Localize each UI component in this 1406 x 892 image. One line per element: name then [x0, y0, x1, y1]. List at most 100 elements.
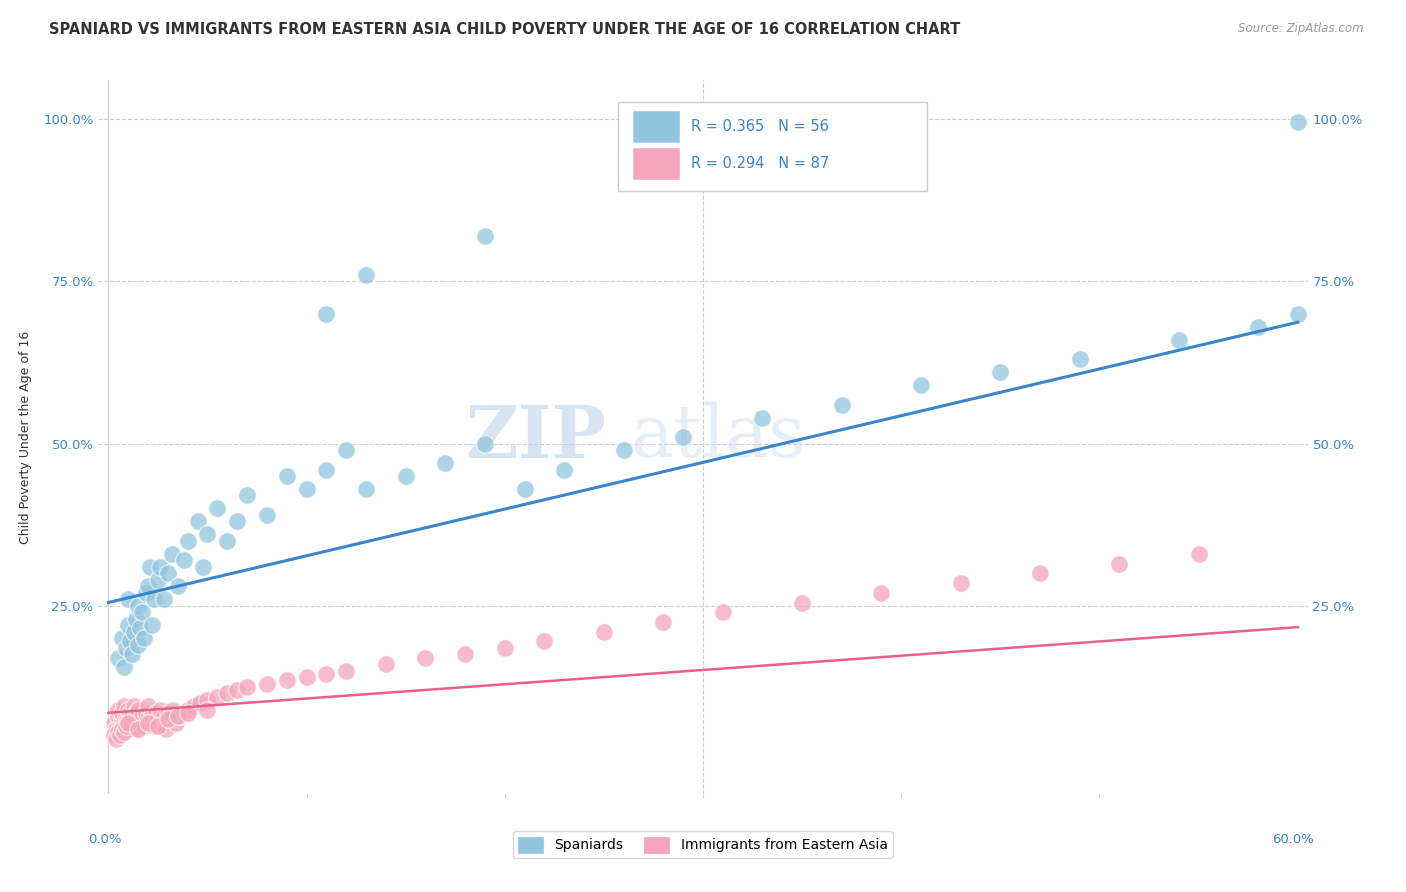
Point — [149, 702, 172, 716]
Text: Source: ZipAtlas.com: Source: ZipAtlas.com — [1239, 22, 1364, 36]
Point — [117, 722, 139, 736]
Text: SPANIARD VS IMMIGRANTS FROM EASTERN ASIA CHILD POVERTY UNDER THE AGE OF 16 CORRE: SPANIARD VS IMMIGRANTS FROM EASTERN ASIA… — [49, 22, 960, 37]
Point — [146, 719, 169, 733]
Text: atlas: atlas — [630, 401, 806, 473]
Point — [790, 595, 813, 609]
Point — [125, 712, 148, 726]
Point — [166, 579, 188, 593]
Point — [197, 527, 219, 541]
FancyBboxPatch shape — [619, 102, 927, 191]
Point — [159, 712, 181, 726]
Point — [112, 660, 135, 674]
Point — [111, 631, 134, 645]
Point — [315, 666, 337, 681]
Point — [474, 229, 496, 244]
Point — [115, 640, 138, 655]
Point — [711, 605, 734, 619]
Point — [110, 729, 132, 743]
Point — [121, 648, 143, 662]
Point — [156, 566, 179, 581]
Point — [176, 533, 198, 548]
Point — [276, 469, 298, 483]
Point — [374, 657, 396, 672]
Point — [150, 715, 173, 730]
Point — [136, 579, 159, 593]
Point — [988, 365, 1011, 379]
Point — [1108, 557, 1130, 571]
Point — [315, 462, 337, 476]
Point — [129, 622, 152, 636]
Point — [107, 650, 129, 665]
Point — [354, 482, 377, 496]
Point — [111, 712, 134, 726]
Point — [193, 559, 215, 574]
Point — [1069, 352, 1091, 367]
Point — [127, 638, 149, 652]
FancyBboxPatch shape — [633, 148, 679, 179]
Point — [107, 702, 129, 716]
Point — [415, 650, 437, 665]
Point — [434, 456, 457, 470]
Point — [132, 631, 155, 645]
Point — [127, 722, 149, 736]
Point — [107, 709, 129, 723]
Point — [117, 712, 139, 726]
Point — [141, 709, 163, 723]
Text: ZIP: ZIP — [465, 401, 606, 473]
Point — [117, 592, 139, 607]
Point — [910, 378, 932, 392]
Point — [117, 702, 139, 716]
Point — [103, 729, 125, 743]
Point — [105, 722, 128, 736]
Point — [207, 690, 229, 704]
Point — [105, 731, 128, 746]
Point — [125, 706, 148, 720]
Point — [173, 553, 195, 567]
Point — [949, 576, 972, 591]
Point — [166, 709, 188, 723]
Point — [295, 670, 318, 684]
Point — [153, 592, 176, 607]
Point — [156, 706, 179, 720]
Point — [142, 719, 165, 733]
Point — [183, 699, 205, 714]
Point — [155, 722, 177, 736]
Point — [141, 618, 163, 632]
Point — [593, 624, 616, 639]
Point — [129, 715, 152, 730]
Point — [186, 515, 208, 529]
Point — [217, 686, 239, 700]
Point — [1286, 115, 1309, 129]
Point — [131, 605, 153, 619]
Point — [112, 699, 135, 714]
Point — [613, 443, 636, 458]
FancyBboxPatch shape — [633, 111, 679, 143]
Point — [761, 115, 783, 129]
Point — [217, 533, 239, 548]
Point — [553, 462, 575, 476]
Point — [672, 430, 695, 444]
Point — [236, 488, 259, 502]
Point — [127, 702, 149, 716]
Point — [120, 634, 142, 648]
Point — [136, 699, 159, 714]
Point — [1247, 319, 1270, 334]
Point — [831, 398, 853, 412]
Point — [276, 673, 298, 688]
Point — [533, 634, 555, 648]
Point — [751, 410, 773, 425]
Point — [173, 706, 195, 720]
Point — [1286, 307, 1309, 321]
Point — [256, 676, 278, 690]
Point — [295, 482, 318, 496]
Point — [165, 715, 187, 730]
Point — [256, 508, 278, 522]
Point — [474, 436, 496, 450]
Point — [112, 715, 135, 730]
Point — [127, 599, 149, 613]
Point — [111, 706, 134, 720]
Point — [1029, 566, 1052, 581]
Point — [335, 443, 357, 458]
Text: 60.0%: 60.0% — [1272, 833, 1313, 847]
Point — [176, 706, 198, 720]
